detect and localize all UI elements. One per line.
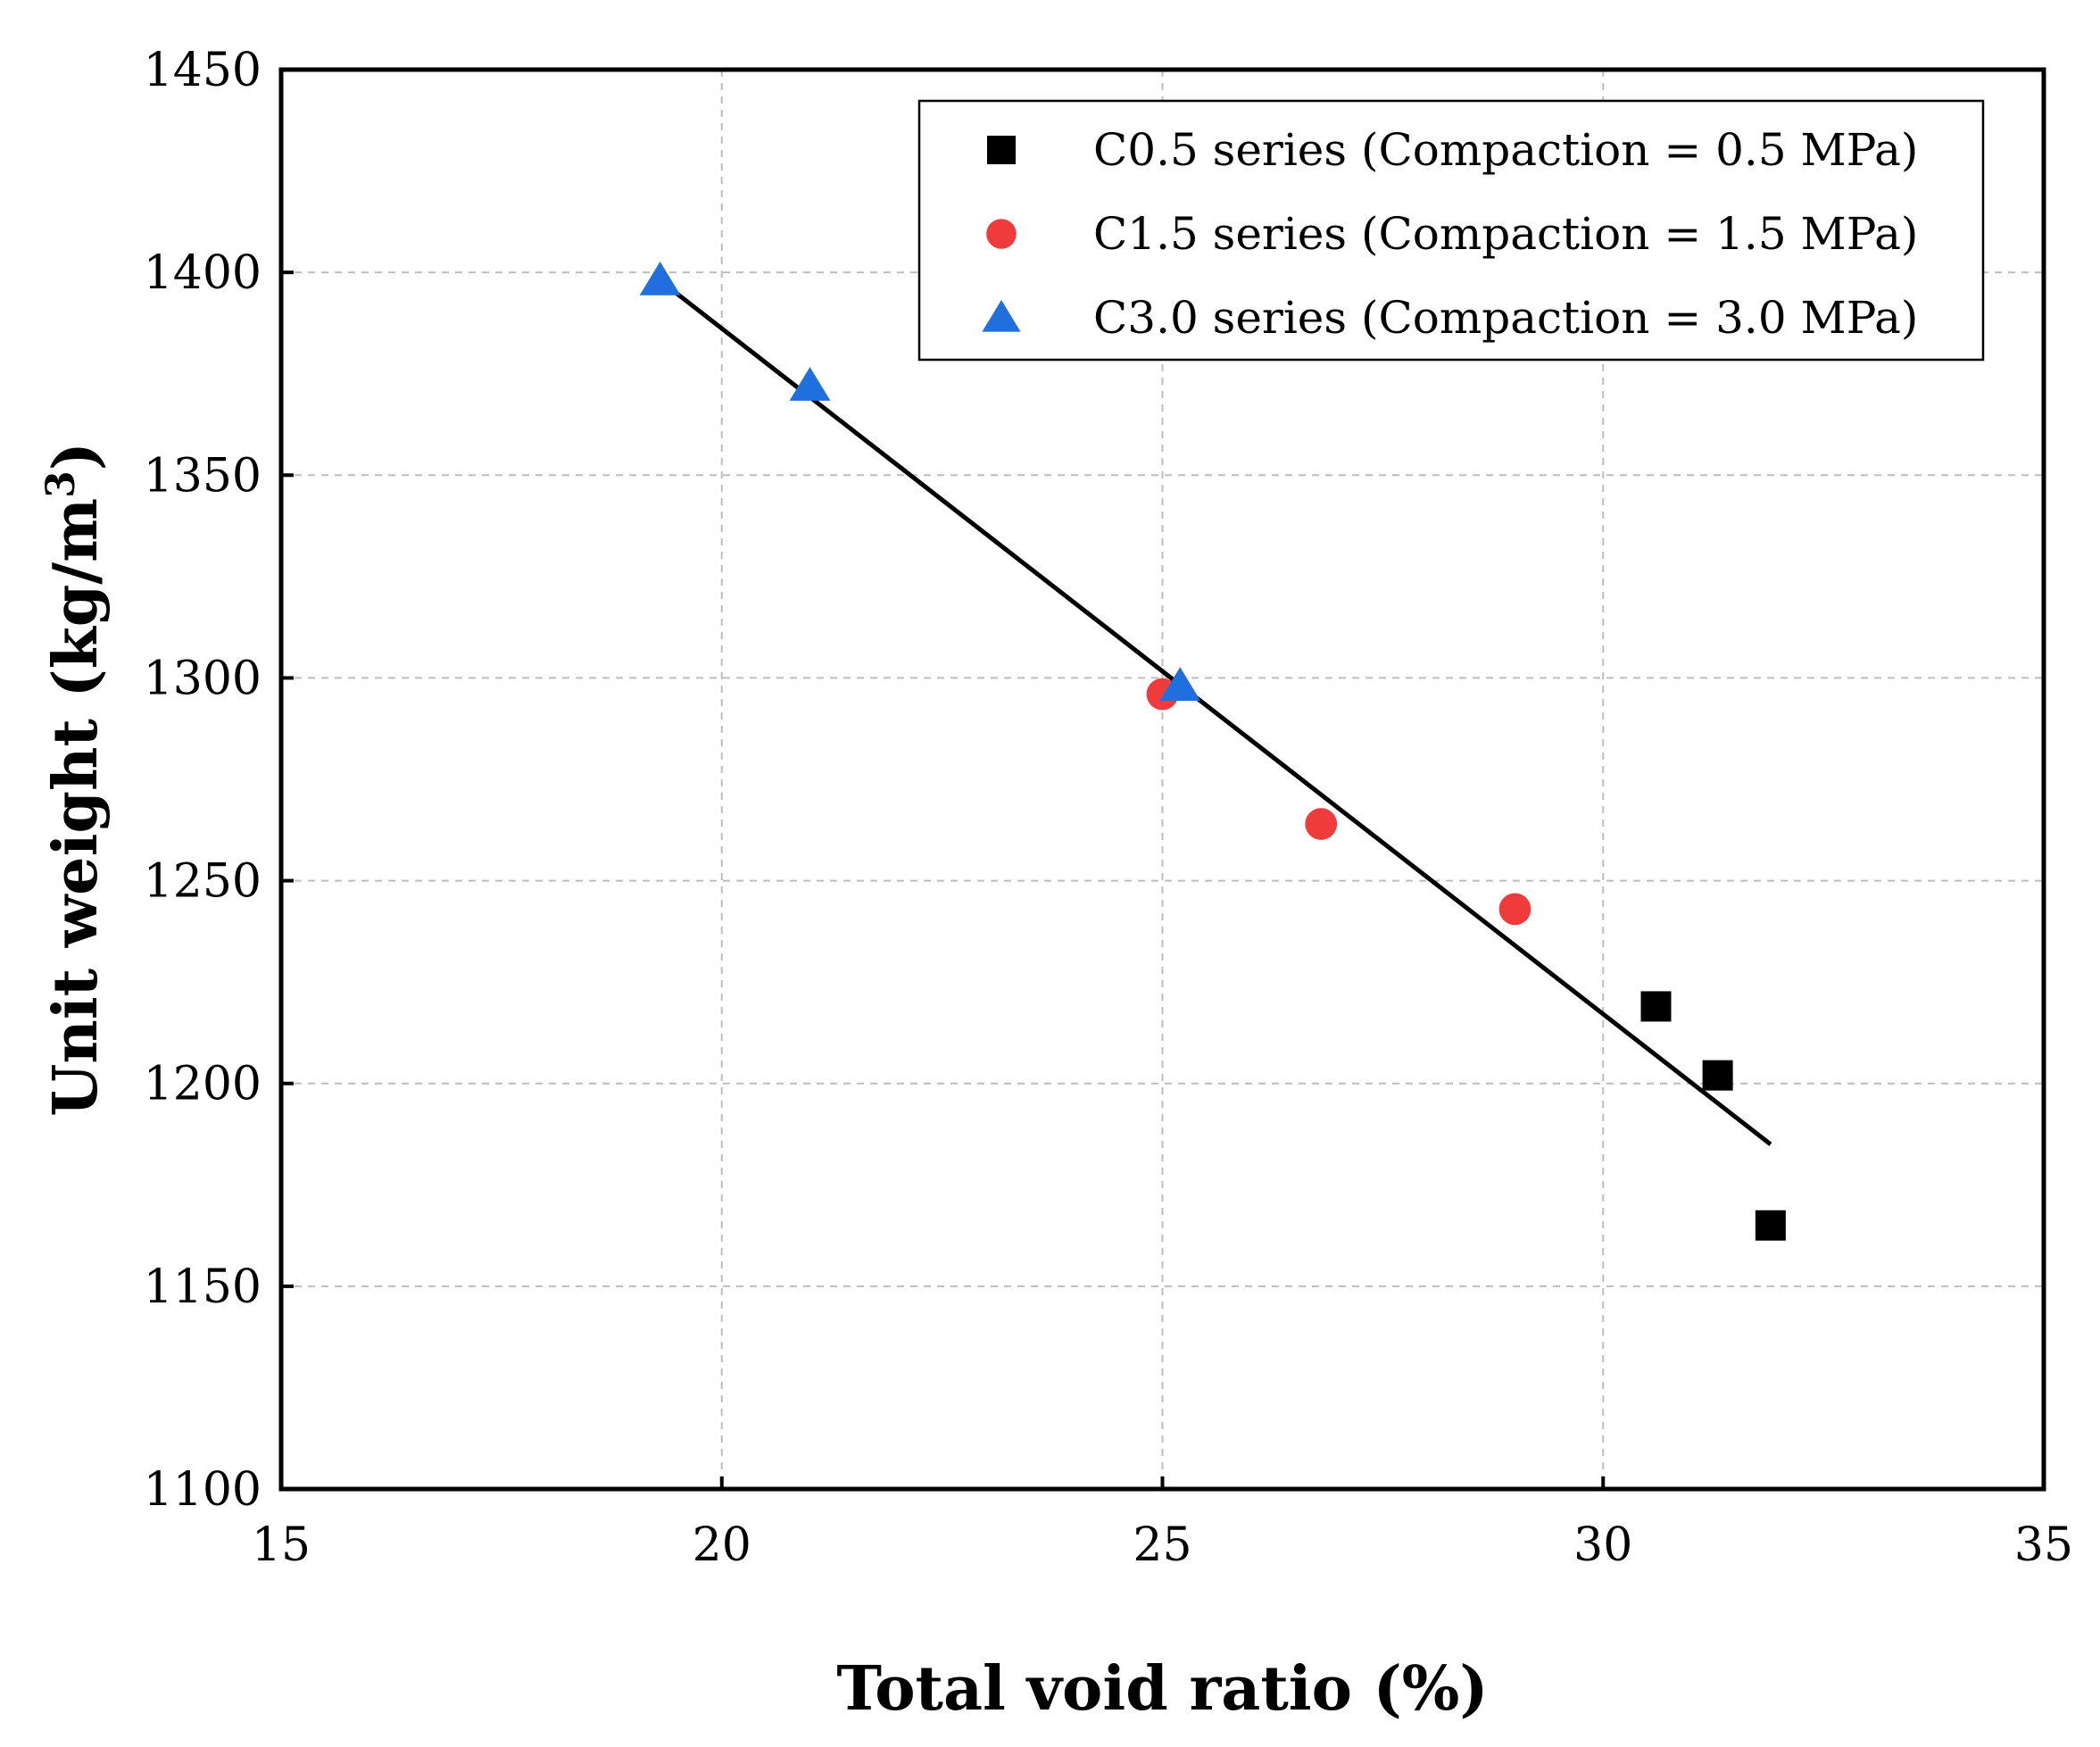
legend-items: C0.5 series (Compaction = 0.5 MPa) C1.5 s… [982, 124, 1918, 344]
fit-line-layer [659, 279, 1772, 1146]
data-point-circle [1305, 808, 1338, 840]
tick-labels: 15 20 25 30 35 1100 1150 1200 1250 1300 1350 1400 14… [144, 44, 2073, 1572]
y-tick-label: 1350 [144, 449, 261, 503]
data-point-square [1755, 1210, 1786, 1241]
x-tick-label: 20 [693, 1518, 751, 1572]
fit-line [659, 279, 1772, 1146]
data-point-square [1640, 991, 1672, 1022]
y-tick-label: 1250 [144, 855, 261, 909]
data-point-square [1702, 1060, 1733, 1091]
data-point-triangle [789, 367, 831, 401]
x-tick-label: 30 [1573, 1518, 1632, 1572]
y-tick-label: 1450 [144, 44, 261, 97]
legend-marker-square [987, 136, 1016, 164]
axis-ticks [279, 68, 2046, 1491]
legend-label: C1.5 series (Compaction = 1.5 MPa) [1093, 208, 1918, 260]
x-tick-label: 25 [1133, 1518, 1191, 1572]
legend: C0.5 series (Compaction = 0.5 MPa) C1.5 s… [917, 99, 1985, 362]
y-axis-title: Unit weight (kg/m3) [38, 442, 112, 1117]
x-tick-label: 15 [252, 1518, 311, 1572]
x-tick-label: 35 [2014, 1518, 2073, 1572]
y-tick-label: 1300 [144, 652, 261, 705]
legend-label: C3.0 series (Compaction = 3.0 MPa) [1093, 292, 1918, 344]
legend-marker-triangle [982, 300, 1021, 332]
legend-label: C0.5 series (Compaction = 0.5 MPa) [1093, 124, 1918, 176]
grid [281, 70, 2044, 1489]
y-axis-title-main: Unit weight (kg/m [40, 498, 112, 1117]
x-axis-title: Total void ratio (%) [836, 1653, 1488, 1725]
legend-box [917, 99, 1985, 362]
y-tick-label: 1100 [144, 1463, 261, 1517]
y-axis-title-superscript: 3 [38, 470, 84, 498]
y-tick-label: 1400 [144, 246, 261, 300]
data-point-circle [1498, 893, 1531, 926]
data-point-triangle [1159, 667, 1201, 702]
data-points [639, 261, 1786, 1241]
y-tick-label: 1200 [144, 1058, 261, 1111]
y-tick-label: 1150 [144, 1260, 261, 1314]
legend-marker-circle [986, 219, 1017, 249]
y-axis-title-end: ) [40, 442, 112, 470]
data-point-triangle [639, 261, 681, 295]
